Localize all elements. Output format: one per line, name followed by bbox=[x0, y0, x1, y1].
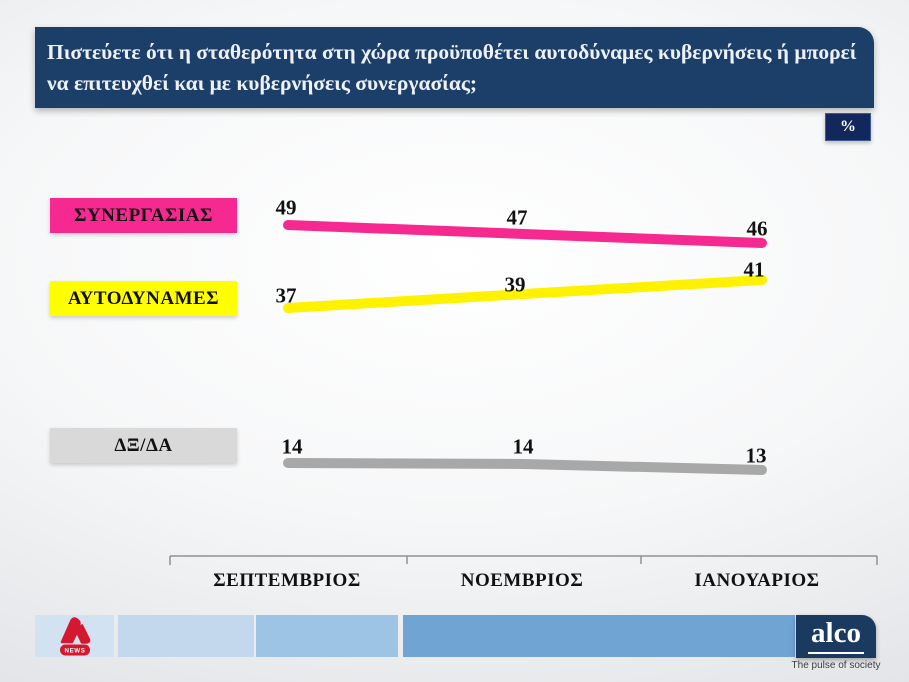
x-tick-september: ΣΕΠΤΕΜΒΡΙΟΣ bbox=[213, 570, 361, 591]
data-label: 49 bbox=[275, 195, 297, 220]
footer-box-alpha: NEWS bbox=[35, 615, 114, 657]
x-axis bbox=[169, 555, 878, 565]
alpha-a-icon bbox=[60, 617, 90, 644]
legend-item-dxda: ΔΞ/ΔΑ bbox=[50, 428, 237, 463]
legend-label: ΑΥΤΟΔΥΝΑΜΕΣ bbox=[67, 287, 220, 309]
data-label: 39 bbox=[504, 272, 526, 297]
series-line-synergasias bbox=[283, 220, 767, 248]
legend-label: ΣΥΝΕΡΓΑΣΙΑΣ bbox=[74, 204, 213, 226]
alco-tagline: The pulse of society bbox=[791, 660, 881, 671]
question-title: Πιστεύετε ότι η σταθερότητα στη χώρα προ… bbox=[47, 40, 857, 95]
data-label: 47 bbox=[506, 205, 528, 230]
x-tick-november: ΝΟΕΜΒΡΙΟΣ bbox=[460, 570, 584, 591]
data-label: 37 bbox=[275, 283, 297, 308]
unit-badge: % bbox=[825, 113, 871, 141]
data-label: 13 bbox=[745, 443, 767, 468]
alco-logo: alco bbox=[796, 615, 876, 658]
legend-item-synergasias: ΣΥΝΕΡΓΑΣΙΑΣ bbox=[50, 198, 237, 233]
series-line-aytodynames bbox=[283, 275, 767, 313]
legend-label: ΔΞ/ΔΑ bbox=[114, 434, 173, 456]
alco-logo-text: alco bbox=[808, 615, 864, 654]
footer-box-3 bbox=[256, 615, 398, 657]
legend-item-aytodynames: ΑΥΤΟΔΥΝΑΜΕΣ bbox=[50, 281, 237, 316]
data-label: 41 bbox=[743, 257, 765, 282]
data-label: 14 bbox=[512, 434, 534, 459]
data-label: 14 bbox=[281, 434, 303, 459]
footer-box-4 bbox=[403, 615, 795, 657]
alpha-news-logo: NEWS bbox=[59, 617, 90, 656]
alpha-news-label: NEWS bbox=[64, 648, 85, 655]
x-tick-january: ΙΑΝΟΥΑΡΙΟΣ bbox=[694, 570, 820, 591]
data-label: 46 bbox=[746, 216, 768, 241]
question-title-bar: Πιστεύετε ότι η σταθερότητα στη χώρα προ… bbox=[35, 27, 874, 108]
unit-badge-label: % bbox=[840, 118, 856, 135]
series-line-dxda bbox=[283, 458, 767, 475]
footer-box-2 bbox=[118, 615, 254, 657]
